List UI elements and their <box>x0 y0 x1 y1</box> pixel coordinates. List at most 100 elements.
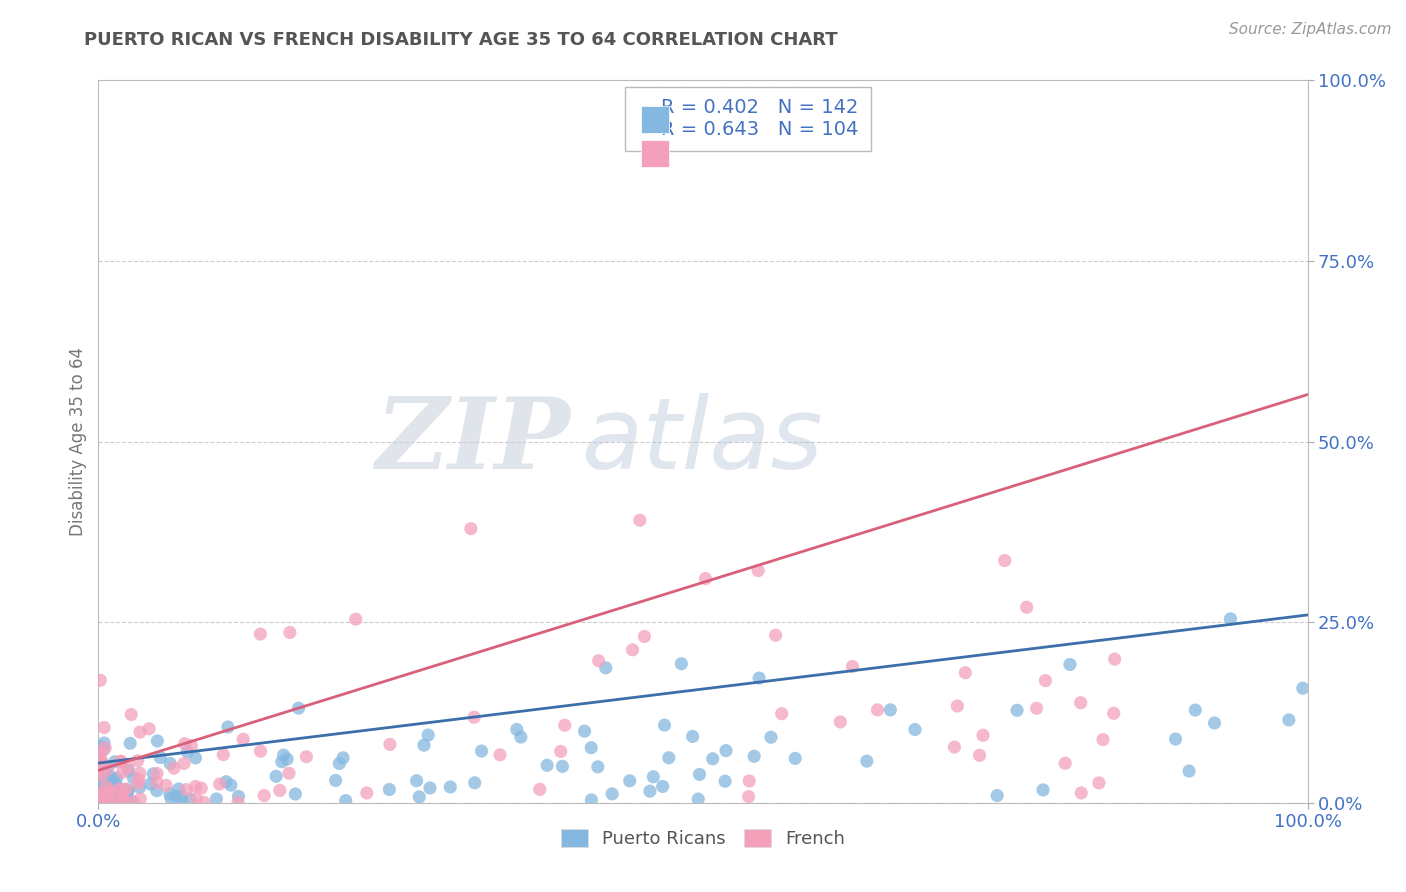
Point <box>866 703 889 717</box>
Point <box>96 769 118 783</box>
Point <box>111 785 134 799</box>
Point <box>108 788 131 802</box>
Point <box>98 789 121 804</box>
Point <box>96 760 118 774</box>
Point <box>100 779 122 793</box>
Point <box>155 778 177 792</box>
Point <box>87 794 110 808</box>
Point <box>117 784 139 798</box>
Point <box>89 784 111 798</box>
Point <box>129 725 152 739</box>
Point <box>108 781 131 796</box>
Point <box>785 751 807 765</box>
Point <box>638 784 661 798</box>
Point <box>93 736 115 750</box>
Point <box>619 773 641 788</box>
Point <box>96 787 118 801</box>
Point <box>1278 713 1301 727</box>
Point <box>269 783 291 797</box>
Point <box>100 786 122 800</box>
Point <box>112 794 135 808</box>
Point <box>328 756 350 771</box>
Point <box>89 777 111 791</box>
Point <box>335 794 357 808</box>
Point <box>89 777 111 791</box>
Point <box>186 792 208 806</box>
Point <box>1184 703 1206 717</box>
Point <box>98 775 121 789</box>
Point <box>574 724 596 739</box>
Point <box>671 657 693 671</box>
Point <box>946 698 969 713</box>
Point <box>172 796 194 810</box>
FancyBboxPatch shape <box>641 105 669 133</box>
Point <box>621 642 644 657</box>
Point <box>1005 703 1028 717</box>
Point <box>105 780 128 794</box>
Point <box>986 789 1008 803</box>
Point <box>146 734 169 748</box>
Point <box>689 767 711 781</box>
Point <box>651 780 673 794</box>
Point <box>91 756 114 770</box>
Point <box>94 740 117 755</box>
Point <box>742 749 765 764</box>
Point <box>529 782 551 797</box>
Point <box>737 789 759 804</box>
Point <box>117 783 139 797</box>
Point <box>139 777 162 791</box>
Point <box>295 749 318 764</box>
Point <box>89 746 111 760</box>
Point <box>90 746 112 760</box>
Point <box>91 776 114 790</box>
Point <box>93 795 115 809</box>
Point <box>87 773 110 788</box>
Point <box>714 744 737 758</box>
Point <box>418 728 440 742</box>
Point <box>94 779 117 793</box>
Point <box>96 780 118 794</box>
Point <box>89 792 111 806</box>
Point <box>89 764 111 779</box>
Point <box>94 794 117 808</box>
Point <box>830 714 852 729</box>
Point <box>180 739 202 753</box>
Point <box>264 769 287 783</box>
Point <box>219 778 242 792</box>
Point <box>1091 732 1114 747</box>
Point <box>972 728 994 742</box>
Point <box>115 791 138 805</box>
Point <box>117 764 139 778</box>
Point <box>439 780 461 794</box>
Point <box>702 752 724 766</box>
Point <box>159 756 181 771</box>
Point <box>93 780 115 794</box>
Point <box>128 766 150 780</box>
Point <box>122 795 145 809</box>
Point <box>122 771 145 785</box>
Legend: Puerto Ricans, French: Puerto Ricans, French <box>554 822 852 855</box>
Point <box>228 789 250 804</box>
Point <box>104 773 127 788</box>
Point <box>378 782 401 797</box>
Point <box>1025 701 1047 715</box>
Point <box>98 783 121 797</box>
Point <box>142 767 165 781</box>
Point <box>658 751 681 765</box>
Point <box>205 792 228 806</box>
Point <box>1059 657 1081 672</box>
Point <box>278 766 301 780</box>
Point <box>682 730 704 744</box>
Point <box>105 784 128 798</box>
Point <box>489 747 512 762</box>
Point <box>463 710 485 724</box>
Point <box>129 792 152 806</box>
Point <box>107 788 129 802</box>
Point <box>104 789 127 804</box>
Point <box>943 740 966 755</box>
Point <box>145 783 167 797</box>
Point <box>170 789 193 804</box>
Point <box>100 770 122 784</box>
Point <box>1164 731 1187 746</box>
Point <box>1035 673 1057 688</box>
